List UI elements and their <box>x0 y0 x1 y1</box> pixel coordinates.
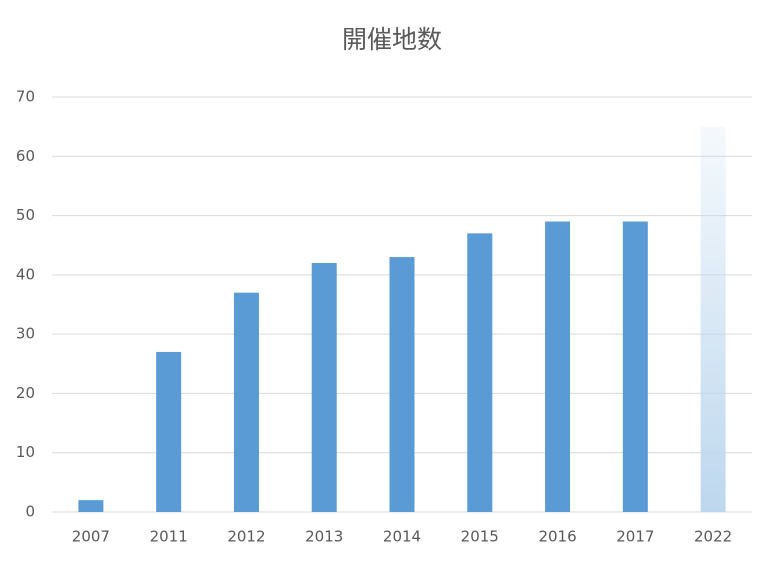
x-tick-label: 2014 <box>383 528 421 546</box>
x-tick-label: 2007 <box>72 528 110 546</box>
y-tick-label: 70 <box>16 88 35 106</box>
bar <box>545 221 571 512</box>
x-tick-label: 2016 <box>538 528 576 546</box>
x-tick-label: 2011 <box>150 528 188 546</box>
y-tick-label: 50 <box>16 206 35 224</box>
bar <box>467 233 493 512</box>
y-tick-label: 0 <box>25 503 35 521</box>
y-tick-label: 60 <box>16 147 35 165</box>
x-tick-label: 2015 <box>461 528 499 546</box>
bar <box>233 292 259 512</box>
y-tick-label: 20 <box>16 384 35 402</box>
y-tick-label: 30 <box>16 325 35 343</box>
bar <box>311 263 337 512</box>
x-tick-label: 2013 <box>305 528 343 546</box>
x-tick-label: 2022 <box>694 528 732 546</box>
bar <box>700 126 726 513</box>
x-tick-label: 2012 <box>227 528 265 546</box>
bar <box>389 257 415 512</box>
bar <box>622 221 648 512</box>
chart-title: 開催地数 <box>342 25 442 54</box>
bar <box>156 351 182 512</box>
y-tick-label: 40 <box>16 265 35 283</box>
bar <box>78 500 104 512</box>
x-tick-label: 2017 <box>616 528 654 546</box>
y-tick-label: 10 <box>16 443 35 461</box>
